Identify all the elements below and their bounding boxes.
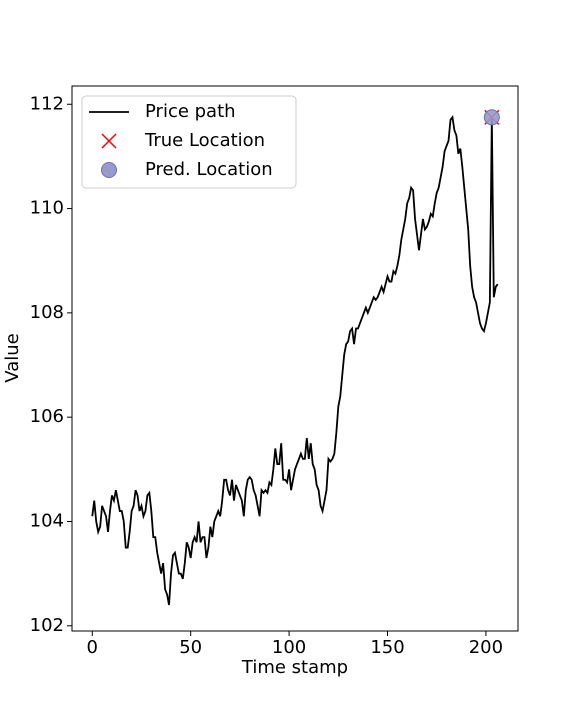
x-tick-label: 0 <box>87 637 98 658</box>
y-tick-label: 108 <box>30 302 64 323</box>
pred-marker <box>483 109 500 126</box>
legend-box <box>81 95 297 189</box>
x-tick-label: 200 <box>469 637 503 658</box>
y-tick-label: 112 <box>30 93 64 114</box>
legend-x <box>101 133 117 149</box>
y-axis-label: Value <box>2 333 23 382</box>
legend-label: Pred. Location <box>145 159 273 180</box>
legend-label: Price path <box>145 101 236 122</box>
legend-circle <box>101 162 117 178</box>
x-tick-label: 150 <box>370 637 404 658</box>
legend-label: True Location <box>144 130 265 151</box>
y-tick-label: 102 <box>30 615 64 636</box>
y-tick-label: 104 <box>30 510 64 531</box>
x-tick-label: 50 <box>179 637 202 658</box>
x-tick-label: 100 <box>272 637 306 658</box>
y-tick-label: 106 <box>30 406 64 427</box>
plot-frame <box>71 85 519 632</box>
y-tick-label: 110 <box>30 198 64 219</box>
price-line <box>91 115 499 606</box>
x-axis-label: Time stamp <box>241 657 348 678</box>
